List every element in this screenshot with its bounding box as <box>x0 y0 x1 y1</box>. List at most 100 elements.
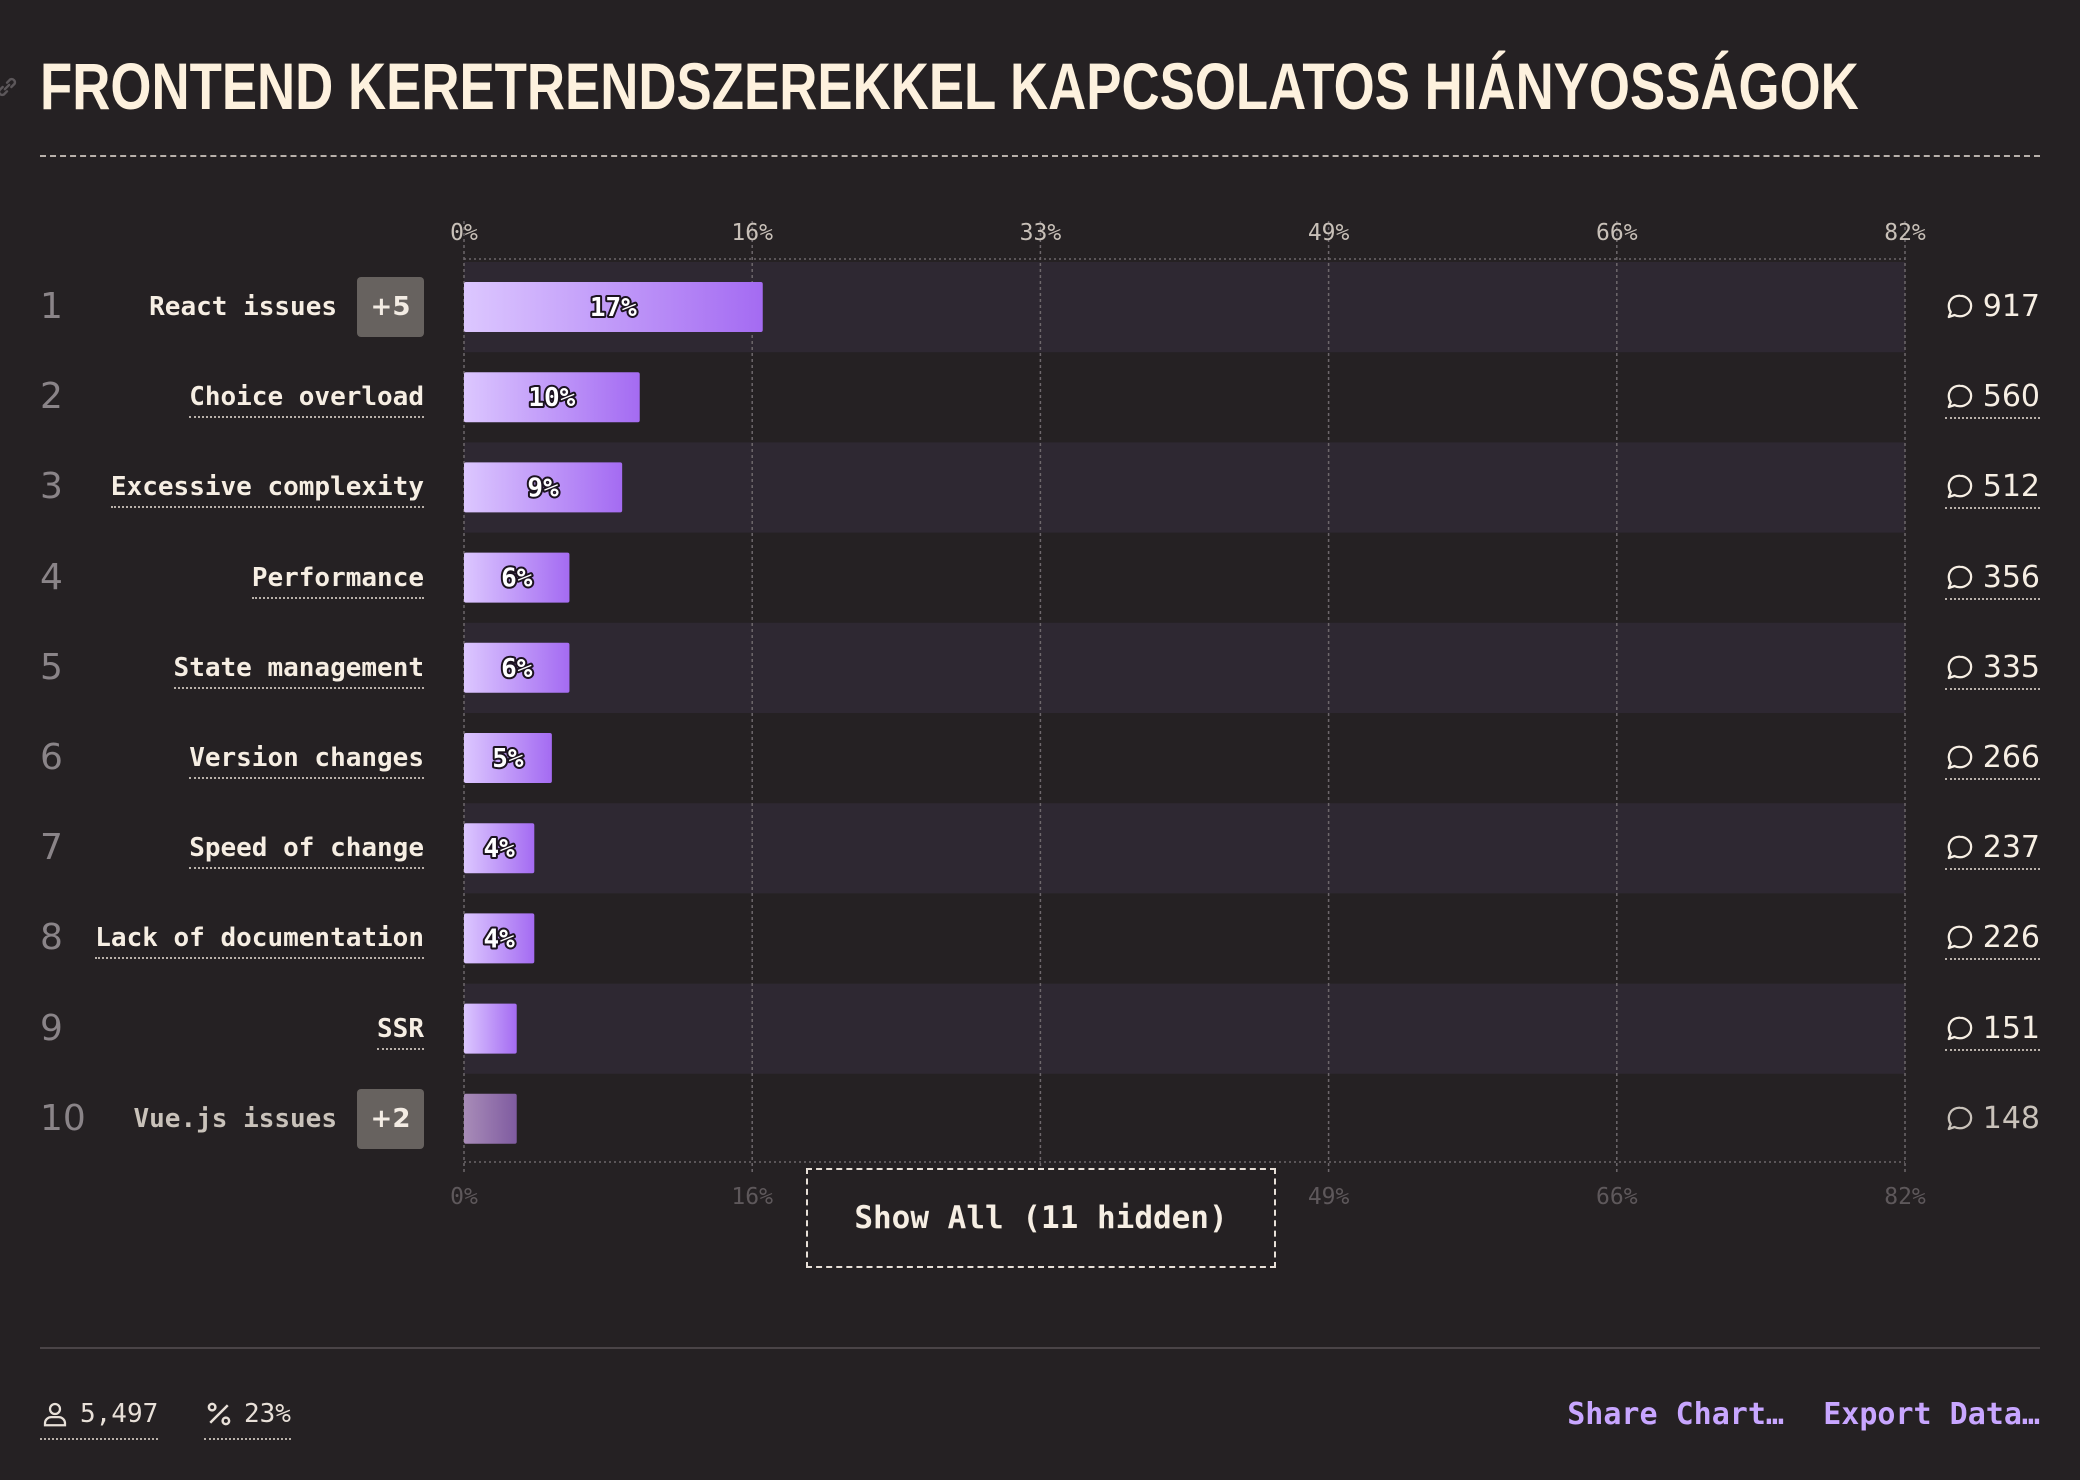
bar[interactable] <box>464 913 535 964</box>
comment-icon <box>1947 475 1972 499</box>
footer-divider <box>40 1347 2040 1349</box>
comment-count-value: 335 <box>1982 649 2040 685</box>
row-band <box>464 442 1905 533</box>
title-divider <box>40 155 2040 157</box>
bar-value-label: 5% <box>492 744 524 774</box>
comment-count[interactable]: 356 <box>1944 558 2040 600</box>
comment-icon <box>1947 835 1972 860</box>
comment-icon <box>1947 565 1972 589</box>
row-band <box>464 622 1905 713</box>
x-tick-label-bottom: 49% <box>1308 1184 1350 1210</box>
comment-icon <box>1947 294 1972 319</box>
bar-value-label: 17% <box>590 293 637 323</box>
percentage-stat[interactable]: 23% <box>204 1394 291 1440</box>
x-tick-label-bottom: 66% <box>1596 1184 1638 1210</box>
x-tick-label-top: 33% <box>1020 220 1062 246</box>
comment-count-value: 237 <box>1982 830 2040 866</box>
comment-icon <box>1947 655 1972 679</box>
row-rank: 7 <box>40 827 63 869</box>
percent-icon <box>207 1402 231 1426</box>
comment-count[interactable]: 512 <box>1944 467 2040 510</box>
row-rank: 8 <box>40 917 63 959</box>
bar-value-label: 4% <box>483 924 515 954</box>
comment-count[interactable]: 226 <box>1944 918 2040 961</box>
bar-chart: 0%0%16%16%33%33%49%49%66%66%82%82%17%10%… <box>450 220 1926 1210</box>
link-icon[interactable] <box>0 74 20 100</box>
bar[interactable] <box>464 1093 517 1144</box>
row-rank: 3 <box>40 466 63 508</box>
comment-count[interactable]: 917 <box>1945 287 2040 327</box>
comment-count[interactable]: 335 <box>1944 648 2040 690</box>
bar[interactable] <box>464 372 640 423</box>
x-tick-label-bottom: 0% <box>450 1184 478 1210</box>
bar[interactable] <box>464 823 535 874</box>
row-rank: 2 <box>40 376 63 418</box>
x-tick-label-top: 49% <box>1308 220 1350 246</box>
row-rank: 1 <box>40 286 63 327</box>
row-label[interactable]: Lack of documentation <box>95 918 424 960</box>
bar[interactable] <box>464 552 570 603</box>
comment-icon <box>1947 1016 1972 1040</box>
bar[interactable] <box>464 462 623 513</box>
row-label[interactable]: React issues <box>149 292 337 322</box>
comment-icon <box>1947 745 1972 770</box>
row-rank: 5 <box>40 646 63 688</box>
comment-count-value: 266 <box>1982 740 2040 775</box>
row-rank: 9 <box>40 1007 63 1049</box>
share-chart-link[interactable]: Share Chart… <box>1567 1397 1784 1432</box>
comment-count[interactable]: 560 <box>1944 377 2040 420</box>
row-band <box>464 983 1905 1074</box>
comment-count[interactable]: 237 <box>1944 828 2040 871</box>
comment-count-value: 512 <box>1982 469 2040 505</box>
comment-icon <box>1947 384 1972 409</box>
more-items-badge[interactable]: +5 <box>357 277 424 337</box>
comment-count-value: 148 <box>1982 1100 2040 1136</box>
comment-count-value: 560 <box>1982 379 2040 415</box>
row-rank: 10 <box>40 1097 86 1139</box>
bar-value-label: 6% <box>501 564 533 594</box>
bar[interactable] <box>464 733 552 783</box>
percentage-value: 23% <box>244 1399 291 1429</box>
x-tick-label-top: 66% <box>1596 220 1638 246</box>
row-label[interactable]: SSR <box>377 1009 424 1050</box>
row-label[interactable]: Excessive complexity <box>110 467 424 509</box>
comment-icon <box>1947 1106 1972 1130</box>
show-all-button[interactable]: Show All (11 hidden) <box>806 1168 1276 1268</box>
row-band <box>464 803 1905 894</box>
row-rank: 4 <box>40 556 63 598</box>
x-tick-label-top: 16% <box>731 220 773 246</box>
bar[interactable] <box>464 1003 517 1054</box>
bar-value-label: 4% <box>483 834 515 864</box>
bar[interactable] <box>464 642 570 693</box>
row-label[interactable]: Performance <box>251 558 424 599</box>
row-label[interactable]: Vue.js issues <box>133 1103 338 1134</box>
export-data-link[interactable]: Export Data… <box>1823 1397 2040 1432</box>
x-tick-label-top: 0% <box>450 220 478 246</box>
comment-count[interactable]: 148 <box>1945 1099 2040 1139</box>
respondents-stat[interactable]: 5,497 <box>40 1394 159 1440</box>
chart-title: FRONTEND KERETRENDSZEREKKEL KAPCSOLATOS … <box>40 49 1859 123</box>
bar-value-label: 9% <box>527 473 559 503</box>
row-label[interactable]: Speed of change <box>189 828 424 870</box>
row-label[interactable]: State management <box>173 648 424 689</box>
comment-count-value: 151 <box>1982 1010 2040 1046</box>
more-items-badge[interactable]: +2 <box>357 1088 424 1149</box>
comment-count-value: 226 <box>1982 920 2040 956</box>
x-tick-label-top: 82% <box>1884 220 1926 246</box>
bar-value-label: 10% <box>528 383 575 413</box>
bar[interactable] <box>464 282 763 332</box>
bar-value-label: 6% <box>501 654 533 684</box>
comment-count-value: 917 <box>1982 289 2040 324</box>
x-tick-label-bottom: 16% <box>731 1184 773 1210</box>
comment-count[interactable]: 266 <box>1944 738 2040 780</box>
comment-count-value: 356 <box>1982 559 2040 595</box>
comment-count[interactable]: 151 <box>1944 1009 2040 1051</box>
comment-icon <box>1947 926 1972 950</box>
row-label[interactable]: Choice overload <box>189 377 424 419</box>
x-tick-label-bottom: 82% <box>1884 1184 1926 1210</box>
row-rank: 6 <box>40 737 63 778</box>
user-icon <box>43 1402 67 1427</box>
respondents-count: 5,497 <box>80 1399 159 1429</box>
row-label[interactable]: Version changes <box>189 738 424 779</box>
